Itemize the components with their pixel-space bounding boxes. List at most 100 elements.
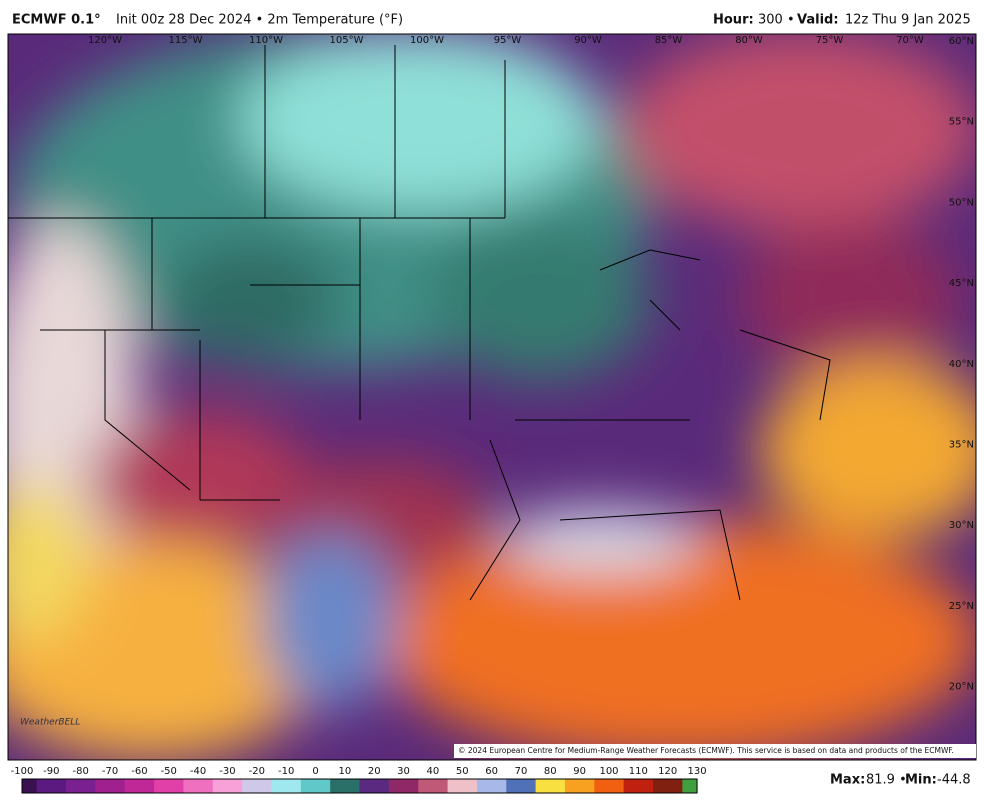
latitude-label: 60°N: [949, 36, 974, 47]
longitude-labels: 120°W 115°W 110°W 105°W 100°W 95°W 90°W 85°W 80°…: [88, 35, 924, 46]
colorbar-segment: [579, 779, 595, 793]
colorbar-segment: [638, 779, 654, 793]
colorbar-segment: [183, 779, 199, 793]
colorbar-segment: [198, 779, 214, 793]
colorbar-tick-label: -70: [102, 766, 118, 777]
colorbar-tick-label: 10: [338, 766, 351, 777]
colorbar-tick-label: 0: [312, 766, 318, 777]
colorbar-segment: [564, 779, 581, 793]
latitude-label: 55°N: [949, 117, 974, 128]
colorbar-tick-label: 100: [599, 766, 618, 777]
longitude-label: 75°W: [816, 35, 844, 46]
colorbar-tick-label: 120: [658, 766, 677, 777]
colorbar-segment: [682, 779, 698, 793]
longitude-label: 105°W: [330, 35, 364, 46]
colorbar-segment: [256, 779, 272, 793]
latitude-label: 50°N: [949, 197, 974, 208]
colorbar-tick-label: 80: [544, 766, 557, 777]
max: 81.9 •: [866, 773, 907, 788]
latitude-label: 20°N: [949, 682, 974, 693]
latitude-label: 25°N: [949, 601, 974, 612]
longitude-label: 80°W: [735, 35, 763, 46]
colorbar-segment: [462, 779, 478, 793]
colorbar-tick-label: -80: [73, 766, 89, 777]
colorbar-segment: [418, 779, 434, 793]
colorbar-border: [21, 778, 698, 794]
colorbar-segment: [403, 779, 419, 793]
colorbar-segment: [623, 779, 639, 793]
colorbar-tick-label: -100: [11, 766, 34, 777]
colorbar-tick-label: 20: [368, 766, 381, 777]
copyright: © 2024 European Centre for Medium-Range …: [458, 746, 954, 755]
colorbar-tick-label: 130: [688, 766, 707, 777]
colorbar-tick-label: -60: [131, 766, 147, 777]
valid-label: Valid:: [797, 13, 839, 28]
min: -44.8: [937, 773, 971, 788]
colorbar-segment: [374, 779, 390, 793]
latitude-label: 35°N: [949, 440, 974, 451]
longitude-label: 115°W: [169, 35, 203, 46]
colorbar-tick-label: 50: [456, 766, 469, 777]
colorbar: -100 -90 -80 -70 -60 -50 -40 -30 -20 -10 0 10 20 30 40…: [11, 766, 707, 794]
colorbar-segment: [476, 779, 493, 793]
colorbar-segment: [653, 779, 669, 793]
colorbar-segment: [520, 779, 537, 793]
longitude-label: 70°W: [896, 35, 924, 46]
logo: WeatherBELL: [20, 718, 80, 728]
colorbar-tick-label: 60: [485, 766, 498, 777]
colorbar-tick-label: -10: [278, 766, 294, 777]
colorbar-segment: [271, 779, 287, 793]
longitude-label: 110°W: [249, 35, 283, 46]
colorbar-segment: [667, 779, 683, 793]
valid: 12z Thu 9 Jan 2025: [845, 13, 971, 28]
longitude-label: 95°W: [494, 35, 522, 46]
colorbar-segment: [286, 779, 302, 793]
latitude-label: 45°N: [949, 278, 974, 289]
colorbar-segment: [66, 779, 82, 793]
min-label: Min:: [905, 773, 937, 788]
colorbar-segment: [535, 779, 551, 793]
colorbar-segment: [344, 779, 361, 793]
colorbar-segment: [95, 779, 111, 793]
colorbar-segment: [242, 779, 258, 793]
colorbar-tick-label: 90: [573, 766, 586, 777]
colorbar-segment: [432, 779, 449, 793]
colorbar-tick-label: 30: [397, 766, 410, 777]
colorbar-segment: [139, 779, 155, 793]
hour: 300 •: [758, 13, 795, 28]
colorbar-tick-label: -30: [219, 766, 235, 777]
colorbar-tick-label: -20: [249, 766, 265, 777]
colorbar-segment: [227, 779, 243, 793]
colorbar-segment: [609, 779, 625, 793]
run: Init 00z 28 Dec 2024 • 2m Temperature (°…: [116, 13, 403, 28]
latitude-label: 30°N: [949, 520, 974, 531]
colorbar-segment: [550, 779, 566, 793]
colorbar-segment: [594, 779, 610, 793]
latitude-label: 40°N: [949, 359, 974, 370]
colorbar-segment: [168, 779, 184, 793]
colorbar-segment: [124, 779, 140, 793]
max-label: Max:: [830, 773, 865, 788]
longitude-label: 120°W: [88, 35, 122, 46]
colorbar-tick-label: -90: [43, 766, 59, 777]
colorbar-segment: [447, 779, 463, 793]
colorbar-tick-label: -50: [161, 766, 177, 777]
colorbar-segment: [330, 779, 346, 793]
colorbar-segment: [491, 779, 507, 793]
colorbar-segment: [315, 779, 331, 793]
longitude-label: 100°W: [410, 35, 444, 46]
colorbar-segment: [212, 779, 228, 793]
colorbar-tick-label: 110: [629, 766, 648, 777]
map: [8, 34, 976, 760]
colorbar-segment: [300, 779, 316, 793]
longitude-label: 90°W: [574, 35, 602, 46]
colorbar-segment: [506, 779, 522, 793]
model: ECMWF 0.1°: [12, 13, 101, 28]
colorbar-segment: [154, 779, 170, 793]
colorbar-tick-label: -40: [190, 766, 206, 777]
latitude-labels: 60°N 55°N 50°N 45°N 40°N 35°N 30°N 25°N 20°N: [949, 36, 974, 693]
colorbar-segment: [388, 779, 405, 793]
colorbar-tick-label: 40: [427, 766, 440, 777]
colorbar-segment: [51, 779, 67, 793]
